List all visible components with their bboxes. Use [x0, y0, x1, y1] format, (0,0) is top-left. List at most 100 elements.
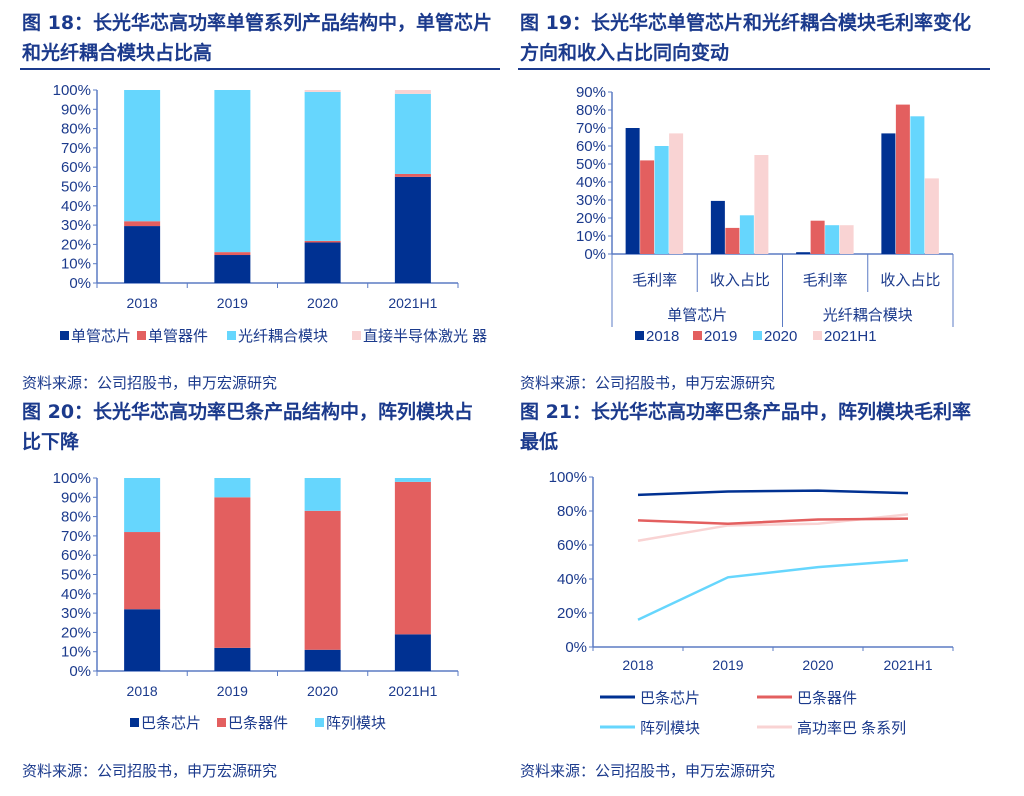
legend-label: 光纤耦合模块 — [238, 328, 328, 345]
bar-2021H1-收入占比 — [754, 155, 769, 254]
legend-label: 巴条器件 — [228, 715, 288, 732]
y-tick-label: 30% — [61, 605, 91, 622]
y-tick-label: 0% — [584, 246, 606, 263]
line-巴条器件 — [637, 517, 909, 526]
y-tick-label: 80% — [61, 121, 91, 138]
y-tick-label: 60% — [557, 537, 587, 554]
legend-swatch-2018 — [635, 331, 644, 340]
x-tick-label: 2020 — [307, 295, 338, 311]
y-tick-label: 30% — [61, 217, 91, 234]
y-tick-label: 90% — [61, 489, 91, 506]
y-tick-label: 10% — [61, 256, 91, 273]
y-tick-label: 60% — [61, 547, 91, 564]
y-tick-label: 0% — [565, 639, 587, 656]
legend-label: 阵列模块 — [640, 720, 700, 737]
bar-2021H1-收入占比 — [924, 178, 939, 254]
bar-巴条芯片-2018 — [124, 609, 161, 671]
y-tick-label: 80% — [557, 503, 587, 520]
bar-单管器件-2021H1 — [394, 173, 431, 177]
legend-label: 巴条芯片 — [640, 690, 700, 707]
legend-swatch-巴条器件 — [217, 718, 226, 727]
bar-2020-收入占比 — [910, 116, 925, 254]
y-tick-label: 100% — [549, 469, 587, 486]
legend-label: 单管芯片 — [71, 328, 131, 345]
y-tick-label: 30% — [576, 192, 606, 209]
bar-单管芯片-2020 — [304, 242, 341, 283]
bar-单管器件-2018 — [124, 221, 161, 227]
y-tick-label: 40% — [557, 571, 587, 588]
legend-label: 阵列模块 — [326, 715, 386, 732]
x-category-label: 收入占比 — [880, 272, 940, 289]
y-tick-label: 100% — [53, 470, 91, 487]
y-tick-label: 50% — [576, 156, 606, 173]
bar-单管器件-2020 — [304, 240, 341, 243]
bar-单管芯片-2019 — [214, 255, 251, 283]
y-tick-label: 60% — [61, 159, 91, 176]
legend-swatch-2021H1 — [813, 331, 822, 340]
bar-巴条器件-2019 — [214, 497, 251, 648]
y-tick-label: 70% — [61, 528, 91, 545]
x-tick-label: 2021H1 — [388, 295, 437, 311]
bar-光纤耦合模块-2021H1 — [394, 93, 431, 174]
bar-2018-毛利率 — [796, 252, 811, 254]
bar-单管器件-2019 — [214, 252, 251, 256]
figure-18-title: 图 18：长光华芯高功率单管系列产品结构中，单管芯片和光纤耦合模块占比高 — [22, 12, 493, 64]
x-category-label: 毛利率 — [803, 272, 848, 289]
x-tick-label: 2018 — [622, 657, 653, 673]
y-tick-label: 40% — [61, 198, 91, 215]
bar-光纤耦合模块-2020 — [304, 91, 341, 241]
figure-19-title: 图 19：长光华芯单管芯片和光纤耦合模块毛利率变化方向和收入占比同向变动 — [520, 12, 972, 64]
figure-19-source: 资料来源：公司招股书，申万宏源研究 — [520, 374, 776, 392]
figure-20-title: 图 20：长光华芯高功率巴条产品结构中，阵列模块占比下降 — [22, 401, 474, 453]
y-tick-label: 10% — [576, 228, 606, 245]
y-tick-label: 50% — [61, 567, 91, 584]
y-tick-label: 70% — [61, 140, 91, 157]
line-阵列模块 — [637, 559, 909, 621]
bar-巴条芯片-2019 — [214, 647, 251, 671]
x-tick-label: 2018 — [127, 295, 158, 311]
x-category-label: 毛利率 — [632, 272, 677, 289]
y-tick-label: 20% — [557, 605, 587, 622]
y-tick-label: 40% — [576, 174, 606, 191]
x-group-label: 单管芯片 — [667, 307, 727, 324]
x-tick-label: 2019 — [712, 657, 743, 673]
y-tick-label: 20% — [61, 236, 91, 253]
y-tick-label: 90% — [61, 101, 91, 118]
y-tick-label: 20% — [61, 624, 91, 641]
bar-光纤耦合模块-2018 — [124, 90, 161, 222]
legend-label: 单管器件 — [148, 328, 208, 345]
legend-swatch-2019 — [693, 331, 702, 340]
line-巴条芯片 — [637, 489, 909, 497]
bar-2018-毛利率 — [625, 128, 640, 254]
x-tick-label: 2020 — [802, 657, 833, 673]
y-tick-label: 20% — [576, 210, 606, 227]
y-tick-label: 0% — [69, 275, 91, 292]
y-tick-label: 90% — [576, 84, 606, 101]
y-tick-label: 80% — [576, 102, 606, 119]
figure-21-title: 图 21：长光华芯高功率巴条产品中，阵列模块毛利率最低 — [520, 401, 972, 453]
x-category-label: 收入占比 — [710, 272, 770, 289]
y-tick-label: 70% — [576, 120, 606, 137]
bar-阵列模块-2020 — [304, 478, 341, 511]
y-tick-label: 80% — [61, 509, 91, 526]
y-tick-label: 100% — [53, 82, 91, 99]
x-tick-label: 2019 — [217, 683, 248, 699]
bar-巴条器件-2018 — [124, 532, 161, 610]
bar-巴条芯片-2020 — [304, 649, 341, 671]
figure-18-source: 资料来源：公司招股书，申万宏源研究 — [22, 374, 278, 392]
figure-19-rule — [518, 68, 990, 70]
bar-单管芯片-2021H1 — [394, 176, 431, 283]
legend-label: 直接半导体激光 器 — [363, 328, 487, 345]
legend-label: 高功率巴 条系列 — [797, 720, 906, 737]
bar-2018-收入占比 — [881, 133, 896, 254]
x-tick-label: 2018 — [127, 683, 158, 699]
bar-2019-毛利率 — [640, 160, 655, 254]
y-tick-label: 40% — [61, 586, 91, 603]
x-tick-label: 2021H1 — [883, 657, 932, 673]
y-tick-label: 60% — [576, 138, 606, 155]
bar-巴条器件-2020 — [304, 510, 341, 650]
bar-2019-毛利率 — [810, 220, 825, 254]
bar-巴条芯片-2021H1 — [394, 634, 431, 671]
legend-swatch-光纤耦合模块 — [227, 331, 236, 340]
